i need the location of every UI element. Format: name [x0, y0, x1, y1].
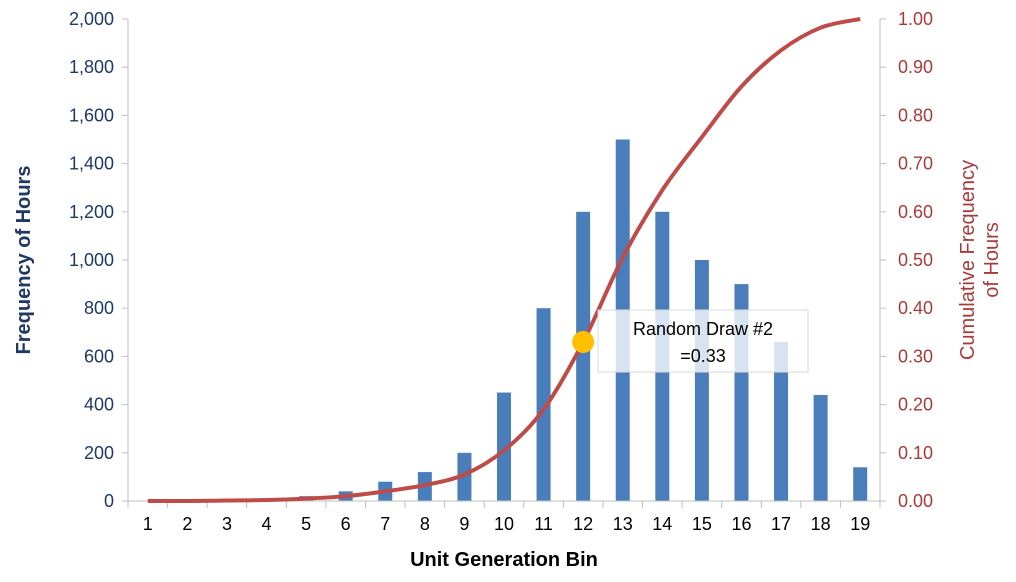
bar-17 — [774, 341, 789, 501]
annotation-box — [597, 309, 809, 373]
left-tick-label: 200 — [84, 443, 114, 463]
right-axis-ticks: 0.00 0.10 0.20 0.30 0.40 0.50 0.60 0.70 0.80 0.90… — [898, 9, 933, 511]
left-tick-label: 800 — [84, 298, 114, 318]
x-tick-label: 19 — [850, 514, 870, 534]
right-tick-label: 0.50 — [898, 250, 933, 270]
x-tick-label: 12 — [573, 514, 593, 534]
right-axis-title-line-2: of Hours — [981, 222, 1003, 298]
bar-9 — [457, 452, 472, 501]
right-axis-title-line-1: Cumulative Frequency — [957, 160, 979, 360]
right-tick-label: 0.20 — [898, 395, 933, 415]
bar-12 — [576, 211, 591, 502]
left-axis-title: Frequency of Hours — [13, 166, 35, 355]
left-tick-label: 1,200 — [69, 202, 114, 222]
left-tick-label: 400 — [84, 395, 114, 415]
x-tick-label: 3 — [222, 514, 232, 534]
x-tick-label: 7 — [380, 514, 390, 534]
x-axis-title: Unit Generation Bin — [410, 549, 598, 571]
bar-18 — [813, 394, 828, 501]
x-tick-label: 17 — [771, 514, 791, 534]
x-tick-label: 13 — [613, 514, 633, 534]
bar-11 — [536, 308, 551, 501]
x-tick-label: 15 — [692, 514, 712, 534]
left-tick-label: 1,000 — [69, 250, 114, 270]
right-tick-label: 0.90 — [898, 57, 933, 77]
x-tick-label: 16 — [731, 514, 751, 534]
bar-10 — [497, 392, 511, 501]
bar-19 — [853, 467, 868, 501]
x-tick-label: 6 — [341, 514, 351, 534]
right-tick-label: 0.00 — [898, 491, 933, 511]
left-tick-label: 600 — [84, 346, 114, 366]
left-tick-label: 2,000 — [69, 9, 114, 29]
x-tick-label: 10 — [494, 514, 514, 534]
right-tick-label: 0.70 — [898, 154, 933, 174]
right-tick-label: 0.40 — [898, 298, 933, 318]
annotation-line-2: =0.33 — [680, 346, 726, 366]
right-tick-label: 0.60 — [898, 202, 933, 222]
x-tick-label: 8 — [420, 514, 430, 534]
x-tick-label: 14 — [652, 514, 672, 534]
left-tick-label: 1,800 — [69, 57, 114, 77]
left-tick-label: 1,400 — [69, 154, 114, 174]
annotation: Random Draw #2 =0.33 — [572, 309, 809, 373]
x-tick-label: 9 — [459, 514, 469, 534]
x-tick-label: 4 — [262, 514, 272, 534]
x-tick-label: 18 — [811, 514, 831, 534]
cumulative-line — [147, 17, 861, 504]
x-tick-label: 11 — [534, 514, 553, 534]
x-tick-label: 1 — [143, 514, 153, 534]
bar-15 — [694, 260, 709, 501]
right-tick-label: 1.00 — [898, 9, 933, 29]
x-axis-ticks: 1 2 3 4 5 6 7 8 9 10 11 12 13 14 15 16 17 18 19 — [143, 514, 870, 534]
right-tick-label: 0.10 — [898, 443, 933, 463]
left-tick-label: 1,600 — [69, 105, 114, 125]
x-tick-label: 5 — [301, 514, 311, 534]
x-tick-label: 2 — [182, 514, 192, 534]
left-tick-label: 0 — [104, 491, 114, 511]
annotation-line-1: Random Draw #2 — [633, 319, 773, 339]
right-tick-label: 0.30 — [898, 346, 933, 366]
right-tick-label: 0.80 — [898, 105, 933, 125]
random-draw-marker — [572, 330, 595, 353]
left-axis-ticks: 0 200 400 600 800 1,000 1,200 1,400 1,600 1,800 2,… — [69, 9, 114, 511]
